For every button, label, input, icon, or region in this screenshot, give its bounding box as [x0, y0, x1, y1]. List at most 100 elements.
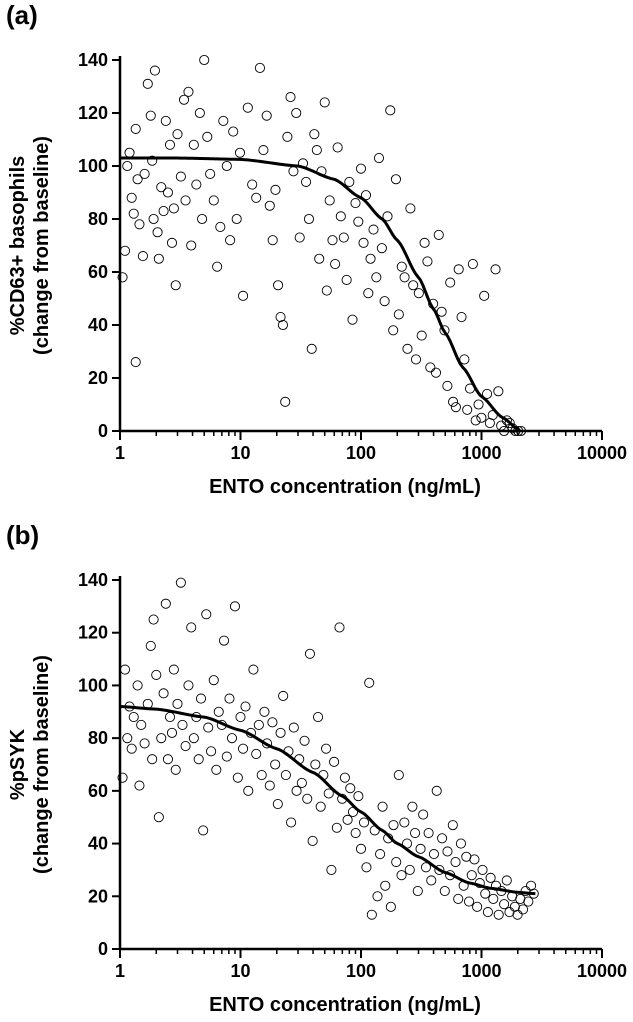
data-point [373, 152, 385, 164]
data-point [194, 107, 205, 119]
data-point [447, 820, 458, 831]
data-point [186, 240, 197, 251]
data-point [442, 380, 453, 392]
data-point [456, 311, 467, 323]
data-point [166, 237, 178, 248]
data-point [303, 213, 315, 225]
data-point [517, 904, 529, 915]
data-point [124, 147, 135, 158]
data-point [412, 885, 423, 897]
data-point [267, 717, 278, 728]
data-point [160, 598, 171, 609]
data-point [338, 232, 349, 243]
data-point [416, 330, 427, 341]
data-point [277, 319, 288, 331]
data-point [448, 396, 459, 407]
y-tick-label: 0 [98, 421, 108, 441]
x-tick-label: 10 [230, 443, 250, 463]
data-point [136, 719, 147, 731]
data-point [151, 669, 162, 680]
data-point [504, 417, 515, 429]
data-point [436, 306, 447, 317]
data-point [280, 396, 291, 407]
data-point [420, 862, 432, 873]
data-point [379, 296, 390, 307]
data-point [296, 777, 307, 789]
data-point [388, 325, 399, 336]
data-point [405, 203, 416, 214]
data-point [323, 788, 334, 799]
data-point [450, 856, 461, 868]
data-point [499, 899, 510, 910]
data-point [183, 86, 194, 97]
data-point [358, 237, 369, 248]
data-point [242, 102, 253, 113]
data-point [254, 62, 265, 73]
data-point [476, 412, 487, 423]
data-point [307, 835, 318, 846]
data-point [198, 825, 209, 836]
data-point [306, 343, 317, 354]
data-point [147, 155, 158, 166]
data-point [119, 245, 131, 256]
x-tick-label: 100 [346, 443, 376, 463]
data-point [195, 693, 207, 704]
data-point [493, 909, 504, 920]
plot-area: 1 10 100 1000 10000 0 20 40 60 80 100 120 140 [78, 570, 627, 981]
x-tick-label: 1 [115, 961, 125, 981]
x-tick-label: 1000 [461, 443, 501, 463]
data-point [177, 719, 188, 731]
data-point [175, 171, 186, 182]
x-tick-label: 10000 [577, 443, 627, 463]
data-point [431, 785, 442, 796]
y-tick-label: 100 [78, 156, 108, 176]
data-point [377, 801, 388, 812]
data-point [363, 288, 374, 299]
y-tick-label: 120 [78, 103, 108, 123]
data-point [180, 741, 191, 752]
data-point [288, 722, 299, 733]
data-point [396, 870, 407, 881]
data-point [251, 192, 262, 203]
data-point [282, 131, 293, 142]
data-point [139, 738, 150, 749]
data-point [156, 182, 167, 193]
data-point [183, 680, 194, 691]
data-point [259, 706, 270, 717]
data-point [175, 577, 186, 588]
data-point [410, 354, 422, 365]
data-point [482, 907, 493, 918]
data-point [191, 179, 202, 190]
data-point [315, 801, 326, 812]
data-point [469, 854, 480, 865]
y-tick-label: 80 [88, 728, 108, 748]
data-point [213, 706, 224, 717]
data-point [385, 901, 396, 912]
data-point [347, 314, 358, 325]
data-point [365, 253, 376, 264]
data-point [240, 701, 251, 712]
data-point [319, 97, 330, 108]
data-point [153, 812, 164, 823]
data-point [372, 891, 383, 902]
data-point [172, 129, 183, 140]
data-point [126, 192, 137, 203]
data-point [117, 272, 128, 283]
data-point [326, 864, 337, 875]
data-point [148, 213, 159, 225]
y-tick-label: 20 [88, 886, 108, 906]
data-point [434, 864, 445, 875]
data-point [224, 693, 235, 704]
data-point [380, 880, 391, 891]
data-point [234, 147, 246, 158]
data-point [145, 640, 156, 651]
data-point [309, 129, 320, 140]
data-point [433, 229, 444, 240]
y-tick-label: 140 [78, 50, 108, 70]
data-point [496, 420, 507, 431]
data-point [335, 211, 346, 222]
data-point [232, 772, 243, 783]
data-point [463, 896, 475, 907]
data-point [324, 195, 335, 206]
data-point [164, 139, 176, 150]
